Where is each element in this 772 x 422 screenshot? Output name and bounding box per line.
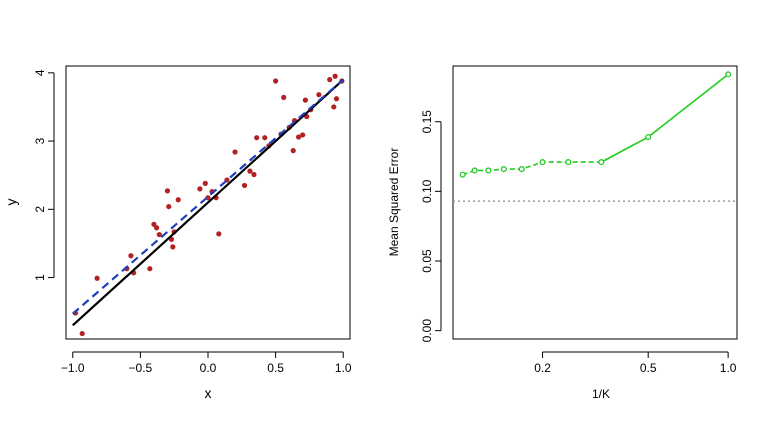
mse-point <box>645 133 652 141</box>
mse-line-dashed <box>462 161 602 176</box>
data-point <box>332 73 338 79</box>
data-point <box>175 197 181 203</box>
left-y-axis-label: y <box>3 199 19 206</box>
mse-point <box>518 166 525 173</box>
data-point <box>262 135 268 141</box>
right-x-axis-label: 1/K <box>592 387 610 401</box>
data-point <box>290 148 296 154</box>
data-point <box>216 231 222 237</box>
left-x-tick-label: −1.0 <box>61 361 85 375</box>
data-point <box>197 186 203 192</box>
data-point <box>79 330 85 337</box>
left-x-tick-label: −0.5 <box>129 361 153 375</box>
left-x-tick-label: 1.0 <box>335 361 352 375</box>
least-squares-fit-line <box>72 78 344 315</box>
data-point <box>316 92 322 98</box>
mse-point <box>598 159 605 166</box>
left-x-tick-label: 0.0 <box>200 361 217 375</box>
data-point <box>166 203 172 210</box>
mse-series <box>459 71 732 178</box>
data-point <box>331 104 337 110</box>
left-x-axis-label: x <box>205 385 212 401</box>
left-y-tick-label: 2 <box>33 206 47 213</box>
data-point <box>147 266 153 272</box>
data-point <box>94 275 100 281</box>
data-point <box>300 132 306 138</box>
mse-panel: 0.2 0.5 1.0 0.00 0.05 0.10 0.15 1/K Mean Squar… <box>387 65 738 401</box>
mse-point <box>539 159 546 166</box>
right-x-tick-label: 1.0 <box>720 361 737 375</box>
true-function-line <box>72 78 344 327</box>
left-y-tick-label: 4 <box>33 69 47 76</box>
data-point <box>333 96 340 102</box>
right-axes-ticks: 0.2 0.5 1.0 0.00 0.05 0.10 0.15 <box>420 110 737 375</box>
right-y-tick-label: 0.00 <box>420 319 434 343</box>
right-y-tick-label: 0.15 <box>420 110 434 134</box>
mse-point <box>459 171 466 178</box>
scatter-panel: −1.0 −0.5 0.0 0.5 1.0 1 2 3 4 x y <box>3 65 352 401</box>
mse-point <box>565 159 572 166</box>
left-x-tick-label: 0.5 <box>267 361 284 375</box>
data-point <box>251 171 257 178</box>
data-point <box>128 253 134 259</box>
data-point <box>241 182 248 189</box>
data-point <box>302 97 308 103</box>
data-point <box>281 94 287 100</box>
data-point <box>273 78 279 84</box>
right-x-tick-label: 0.2 <box>534 361 551 375</box>
regression-lines <box>72 78 344 327</box>
data-point <box>202 180 208 186</box>
mse-point <box>500 166 507 173</box>
mse-point <box>471 167 478 174</box>
data-point <box>170 244 176 250</box>
right-y-tick-label: 0.05 <box>420 249 434 273</box>
data-point <box>296 134 302 140</box>
data-point <box>327 77 333 83</box>
right-y-tick-label: 0.10 <box>420 179 434 203</box>
data-point <box>247 168 253 174</box>
data-point <box>156 231 162 238</box>
right-plot-frame <box>452 65 738 340</box>
data-point <box>254 135 260 141</box>
mse-point <box>485 167 492 174</box>
left-axes-ticks: −1.0 −0.5 0.0 0.5 1.0 1 2 3 4 <box>33 69 352 375</box>
mse-line-solid <box>600 73 729 163</box>
data-point <box>154 225 160 231</box>
right-x-tick-label: 0.5 <box>640 361 657 375</box>
data-point <box>232 149 238 155</box>
left-plot-frame <box>65 65 351 340</box>
right-y-axis-label: Mean Squared Error <box>387 148 401 257</box>
mse-point <box>725 71 732 78</box>
data-point <box>164 188 171 194</box>
left-y-tick-label: 3 <box>33 137 47 144</box>
left-y-tick-label: 1 <box>33 274 47 281</box>
